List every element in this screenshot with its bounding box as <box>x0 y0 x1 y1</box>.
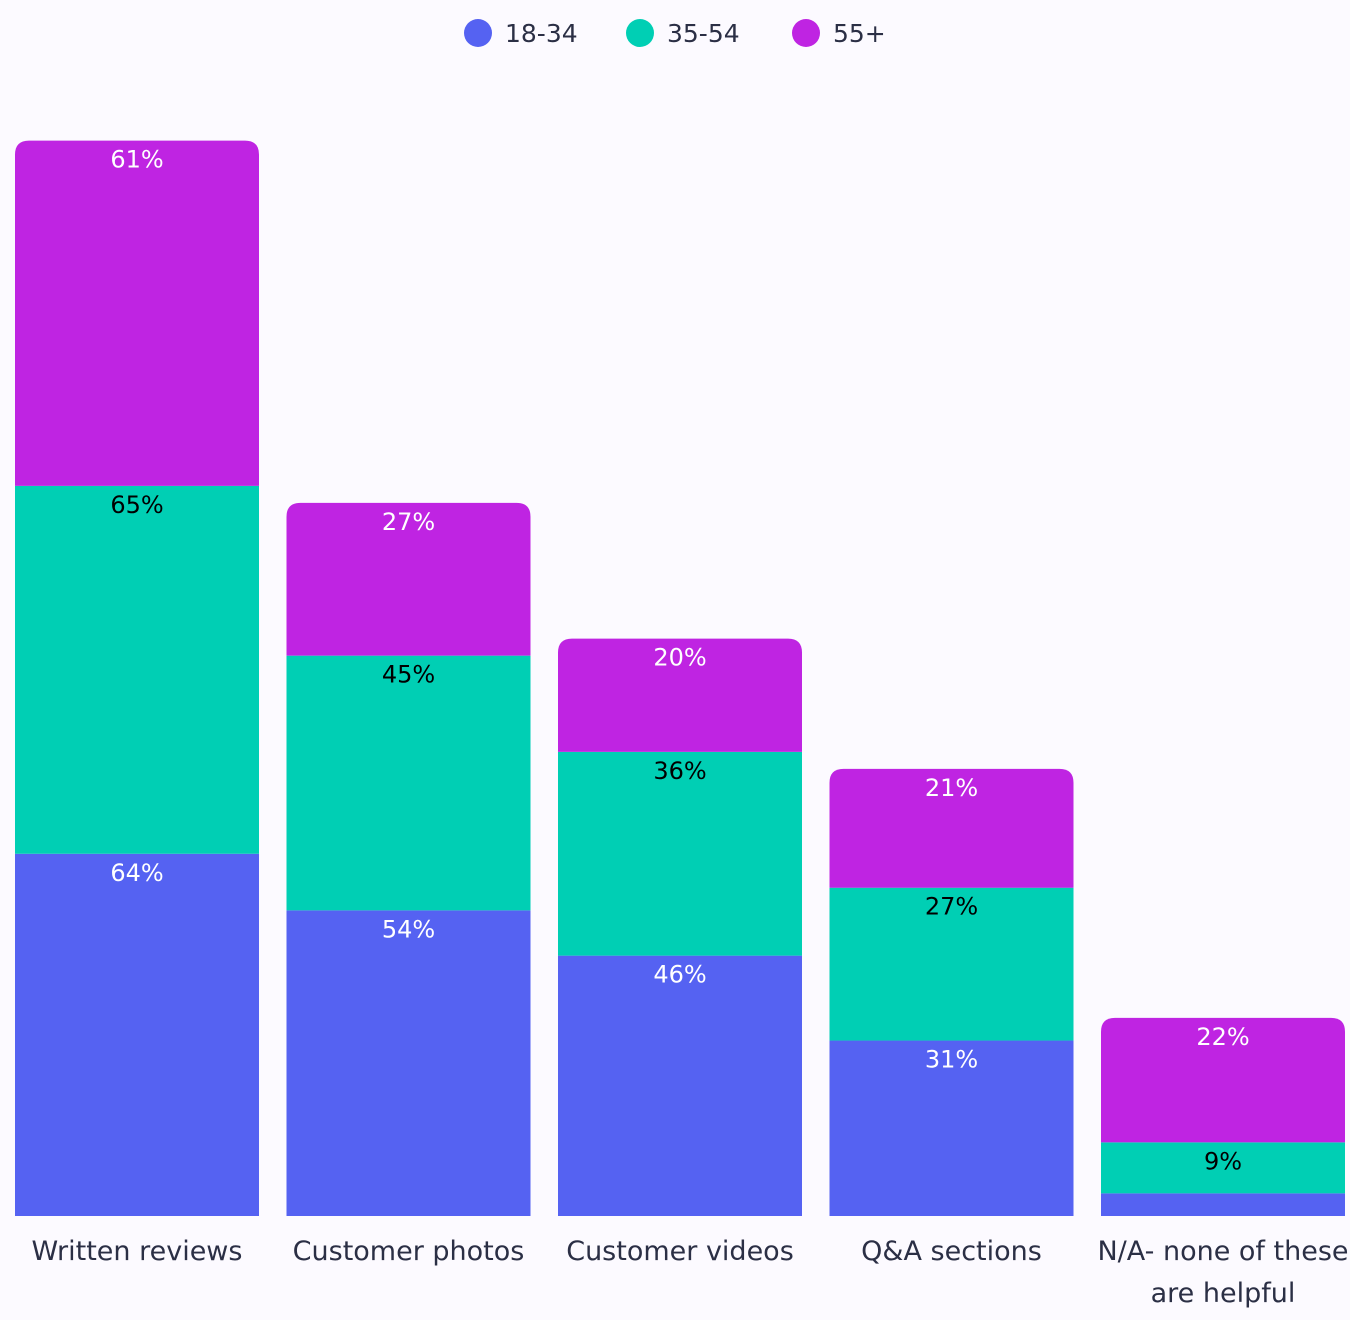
data-label-55+-3: 21% <box>925 774 978 802</box>
bar-segment-55+-3 <box>829 768 1074 888</box>
legend: 18-34 35-54 55+ <box>464 19 886 48</box>
bar-segment-35-54-3 <box>829 887 1074 1041</box>
bar-segment-18-34-2 <box>558 955 802 1216</box>
data-label-55+-0: 61% <box>110 146 163 174</box>
bars <box>15 140 1345 1216</box>
data-label-18-34-3: 31% <box>925 1046 978 1074</box>
bar-segment-55+-4 <box>1101 1017 1345 1143</box>
data-label-35-54-3: 27% <box>925 893 978 921</box>
bar-segment-35-54-0 <box>15 485 259 854</box>
data-label-35-54-0: 65% <box>110 491 163 519</box>
data-label-18-34-1: 54% <box>382 915 435 943</box>
data-label-35-54-2: 36% <box>653 757 706 785</box>
bar-segment-35-54-4 <box>1101 1142 1345 1194</box>
legend-marker-35-54 <box>626 19 654 47</box>
bar-segment-18-34-3 <box>829 1040 1074 1216</box>
category-label-1: Customer photos <box>293 1236 525 1267</box>
category-label-4-line-0: N/A- none of these <box>1097 1236 1348 1267</box>
category-label-0: Written reviews <box>32 1236 243 1267</box>
data-label-35-54-4: 9% <box>1204 1147 1242 1175</box>
bar-segment-55+-2 <box>558 638 802 752</box>
bar-segment-18-34-1 <box>286 910 531 1216</box>
category-labels: Written reviews Customer photos Customer v… <box>32 1236 1349 1309</box>
data-label-55+-4: 22% <box>1196 1023 1249 1051</box>
bar-segment-18-34-4 <box>1101 1193 1345 1216</box>
segment-labels: 64% 65% 61% 54% 45% 27% 46% 36% 20% 31% 27% 21% 9% 22… <box>110 146 1249 1176</box>
bar-segment-55+-1 <box>286 502 531 656</box>
category-label-4-line-1: are helpful <box>1151 1278 1296 1309</box>
legend-marker-18-34 <box>464 19 492 47</box>
bar-segment-35-54-2 <box>558 751 802 956</box>
data-label-18-34-2: 46% <box>653 961 706 989</box>
data-label-18-34-0: 64% <box>110 859 163 887</box>
data-label-35-54-1: 45% <box>382 661 435 689</box>
category-label-3: Q&A sections <box>861 1236 1042 1267</box>
category-label-2: Customer videos <box>566 1236 794 1267</box>
bar-segment-18-34-0 <box>15 853 259 1216</box>
legend-label-35-54: 35-54 <box>667 19 740 48</box>
legend-label-55+: 55+ <box>833 19 886 48</box>
bar-segment-35-54-1 <box>286 655 531 911</box>
bar-segment-55+-0 <box>15 140 259 486</box>
legend-label-18-34: 18-34 <box>505 19 578 48</box>
data-label-55+-1: 27% <box>382 508 435 536</box>
legend-marker-55+ <box>792 19 820 47</box>
data-label-55+-2: 20% <box>653 644 706 672</box>
